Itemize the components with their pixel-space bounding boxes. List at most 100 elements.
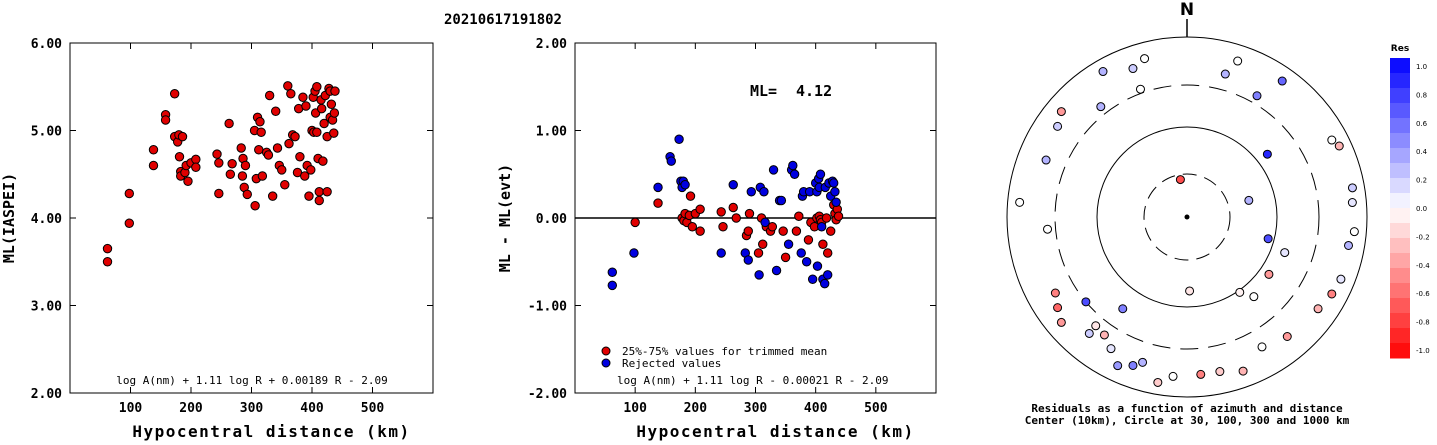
data-point xyxy=(821,213,832,223)
data-point xyxy=(754,270,764,280)
data-point xyxy=(174,152,185,162)
station-point xyxy=(1106,344,1116,354)
data-point xyxy=(801,257,812,267)
station-point xyxy=(1313,304,1323,314)
colorbar-tick-label: -1.0 xyxy=(1416,347,1430,355)
station-point xyxy=(1084,328,1094,338)
y-axis-label: ML(IASPEI) xyxy=(0,173,18,263)
station-point xyxy=(1050,288,1060,298)
station-point xyxy=(1215,367,1225,377)
station-point xyxy=(1091,321,1101,331)
station-point xyxy=(1280,248,1290,258)
colorbar-swatch xyxy=(1390,178,1410,194)
station-point xyxy=(1175,175,1185,185)
data-point xyxy=(823,248,833,258)
x-tick-label: 200 xyxy=(684,401,708,416)
caption-line2: Center (10km), Circle at 30, 100, 300 an… xyxy=(1025,414,1350,427)
colorbar-swatch xyxy=(1390,73,1410,89)
data-point xyxy=(791,226,802,236)
station-point xyxy=(1349,227,1359,237)
y-tick-label: 2.00 xyxy=(536,37,567,52)
legend-marker xyxy=(601,346,611,356)
data-point xyxy=(630,217,640,228)
data-point xyxy=(240,160,251,171)
colorbar-tick-label: -0.4 xyxy=(1416,262,1430,270)
station-point xyxy=(1220,69,1230,79)
data-point xyxy=(783,239,794,249)
colorbar-tick-label: 0.0 xyxy=(1416,205,1427,213)
data-point xyxy=(148,145,159,155)
station-point xyxy=(1263,234,1273,244)
data-point xyxy=(833,211,844,221)
plot-frame xyxy=(69,42,434,394)
station-point xyxy=(1282,332,1292,342)
data-point xyxy=(284,138,294,149)
data-point xyxy=(731,213,741,223)
data-point xyxy=(695,226,705,236)
station-point xyxy=(1327,135,1337,145)
data-point xyxy=(674,134,684,144)
data-point xyxy=(280,180,290,190)
y-tick-label: 4.00 xyxy=(31,212,62,227)
data-point xyxy=(778,226,788,236)
data-point xyxy=(295,152,305,162)
data-point xyxy=(214,158,224,168)
colorbar-swatch xyxy=(1390,313,1410,329)
colorbar-tick-label: 0.4 xyxy=(1416,148,1428,156)
colorbar-title: Res xyxy=(1391,44,1409,54)
colorbar-swatch xyxy=(1390,223,1410,239)
ring-300km xyxy=(1054,84,1320,350)
colorbar-tick-label: 0.2 xyxy=(1416,177,1427,185)
station-point xyxy=(1138,357,1148,367)
legend-label: 25%-75% values for trimmed mean xyxy=(622,345,827,358)
station-point xyxy=(1252,91,1262,101)
data-point xyxy=(312,127,322,137)
data-point xyxy=(753,248,764,258)
data-point xyxy=(829,178,839,188)
colorbar-swatch xyxy=(1390,298,1410,314)
data-point xyxy=(160,115,171,125)
data-point xyxy=(767,222,778,232)
x-tick-label: 500 xyxy=(361,401,385,416)
data-point xyxy=(306,165,316,175)
station-point xyxy=(1347,198,1357,208)
station-point xyxy=(1344,240,1354,250)
station-point xyxy=(1056,317,1066,327)
data-point xyxy=(812,261,823,271)
data-point xyxy=(314,195,324,206)
colorbar-swatch xyxy=(1390,238,1410,254)
data-point xyxy=(102,257,113,267)
data-point xyxy=(191,162,201,172)
data-point xyxy=(716,248,726,258)
data-point xyxy=(743,226,753,236)
station-point xyxy=(1277,76,1287,86)
data-point xyxy=(728,202,738,213)
data-point xyxy=(304,191,314,201)
data-point xyxy=(819,278,830,289)
north-label: N xyxy=(1180,0,1194,20)
colorbar-swatch xyxy=(1390,103,1410,119)
station-point xyxy=(1168,371,1178,381)
station-point xyxy=(1257,342,1267,352)
data-point xyxy=(290,131,300,142)
colorbar-swatch xyxy=(1390,88,1410,104)
x-tick-label: 500 xyxy=(864,401,888,416)
colorbar-tick-label: 1.0 xyxy=(1416,63,1427,71)
data-point xyxy=(225,169,236,179)
station-point xyxy=(1041,155,1051,165)
data-point xyxy=(286,89,296,99)
data-point xyxy=(227,159,237,169)
station-point xyxy=(1185,286,1195,296)
data-point xyxy=(780,252,791,263)
data-point xyxy=(760,217,770,228)
data-point xyxy=(272,143,283,153)
station-point xyxy=(1081,297,1091,307)
data-point xyxy=(250,201,260,211)
x-tick-label: 200 xyxy=(179,401,203,416)
caption-line1: Residuals as a function of azimuth and d… xyxy=(1031,402,1343,415)
data-point xyxy=(744,208,755,219)
x-axis-label: Hypocentral distance (km) xyxy=(636,422,914,441)
data-point xyxy=(680,180,690,190)
data-point xyxy=(830,187,840,197)
station-point xyxy=(1327,289,1337,299)
